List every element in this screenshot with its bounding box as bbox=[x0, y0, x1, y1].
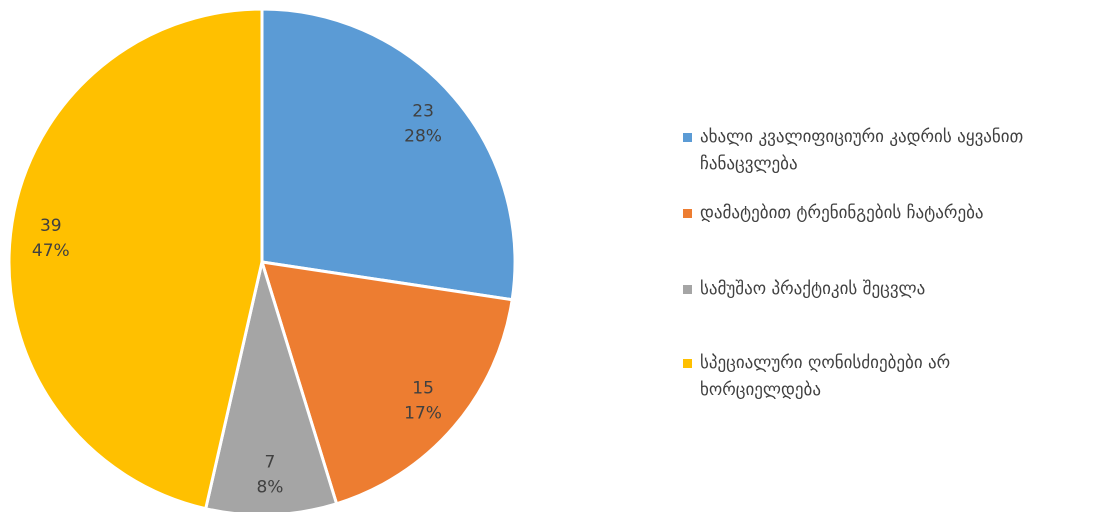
legend-item: დამატებით ტრენინგების ჩატარება bbox=[680, 200, 1040, 227]
legend-item: სპეციალური ღონისძიებები არ ხორციელდება bbox=[680, 350, 1040, 404]
percent-label: 17% bbox=[404, 404, 442, 424]
percent-label: 8% bbox=[256, 477, 283, 497]
value-label: 23 bbox=[412, 101, 434, 121]
value-label: 7 bbox=[265, 452, 276, 472]
legend-swatch bbox=[683, 285, 692, 294]
value-label: 15 bbox=[412, 379, 434, 399]
pie-slice bbox=[203, 256, 339, 512]
legend-item: ახალი კვალიფიციური კადრის აყვანით ჩანაცვ… bbox=[680, 124, 1040, 178]
legend-swatch bbox=[683, 209, 692, 218]
pie-slice bbox=[7, 7, 264, 511]
percent-label: 28% bbox=[404, 126, 442, 146]
legend-label: სამუშაო პრაქტიკის შეცვლა bbox=[700, 279, 926, 299]
legend-item: სამუშაო პრაქტიკის შეცვლა bbox=[680, 276, 1040, 303]
pie-slice bbox=[260, 7, 517, 302]
legend-swatch bbox=[683, 133, 692, 142]
chart: 23 28% 15 17% 7 8% 39 47% bbox=[7, 7, 517, 512]
legend-label: ახალი კვალიფიციური კადრის აყვანით ჩანაცვ… bbox=[700, 127, 1024, 174]
value-label: 39 bbox=[40, 216, 62, 236]
legend-label: სპეციალური ღონისძიებები არ ხორციელდება bbox=[700, 353, 951, 400]
pie-slice bbox=[259, 260, 514, 506]
legend-label: დამატებით ტრენინგების ჩატარება bbox=[700, 203, 984, 223]
percent-label: 47% bbox=[32, 241, 70, 261]
legend-swatch bbox=[683, 359, 692, 368]
